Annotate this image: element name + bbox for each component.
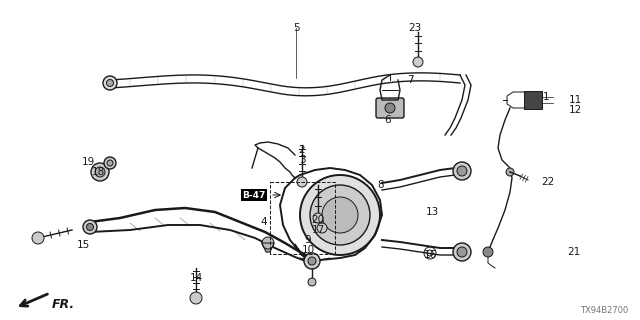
Bar <box>270 182 335 254</box>
Circle shape <box>457 166 467 176</box>
Circle shape <box>457 247 467 257</box>
Text: 19: 19 <box>81 157 95 167</box>
Circle shape <box>310 185 370 245</box>
Text: FR.: FR. <box>52 299 75 311</box>
Circle shape <box>106 79 113 86</box>
Circle shape <box>262 237 274 249</box>
Text: B-47: B-47 <box>243 190 266 199</box>
Text: 11: 11 <box>568 95 582 105</box>
Text: 22: 22 <box>541 177 555 187</box>
Text: 6: 6 <box>385 115 391 125</box>
Text: 17: 17 <box>312 225 324 235</box>
Circle shape <box>86 223 93 230</box>
Circle shape <box>308 257 316 265</box>
Circle shape <box>103 76 117 90</box>
Text: 18: 18 <box>92 167 104 177</box>
Circle shape <box>385 103 395 113</box>
FancyBboxPatch shape <box>376 98 404 118</box>
Circle shape <box>317 223 327 233</box>
Circle shape <box>483 247 493 257</box>
Circle shape <box>304 253 320 269</box>
Circle shape <box>190 292 202 304</box>
Text: 3: 3 <box>299 155 305 165</box>
Circle shape <box>32 232 44 244</box>
Text: 9: 9 <box>305 235 311 245</box>
Circle shape <box>300 175 380 255</box>
Circle shape <box>506 168 514 176</box>
Circle shape <box>322 197 358 233</box>
Circle shape <box>91 163 109 181</box>
Polygon shape <box>262 243 274 252</box>
Circle shape <box>453 162 471 180</box>
Text: 23: 23 <box>408 23 422 33</box>
FancyBboxPatch shape <box>524 91 542 109</box>
Text: 21: 21 <box>568 247 580 257</box>
Text: 14: 14 <box>189 273 203 283</box>
Text: 5: 5 <box>292 23 300 33</box>
Text: 13: 13 <box>426 207 438 217</box>
Circle shape <box>453 243 471 261</box>
Circle shape <box>107 160 113 166</box>
Text: 4: 4 <box>260 217 268 227</box>
Text: 15: 15 <box>76 240 90 250</box>
Text: 10: 10 <box>301 245 315 255</box>
Text: 7: 7 <box>406 75 413 85</box>
Text: TX94B2700: TX94B2700 <box>580 306 628 315</box>
Circle shape <box>313 213 323 223</box>
Circle shape <box>104 157 116 169</box>
Text: 16: 16 <box>424 250 436 260</box>
Circle shape <box>308 278 316 286</box>
Text: 12: 12 <box>568 105 582 115</box>
Text: 2: 2 <box>299 145 305 155</box>
Circle shape <box>297 177 307 187</box>
Text: 8: 8 <box>378 180 384 190</box>
Text: 20: 20 <box>312 215 324 225</box>
Circle shape <box>83 220 97 234</box>
Circle shape <box>95 167 105 177</box>
Circle shape <box>413 57 423 67</box>
Text: 1: 1 <box>543 92 549 102</box>
